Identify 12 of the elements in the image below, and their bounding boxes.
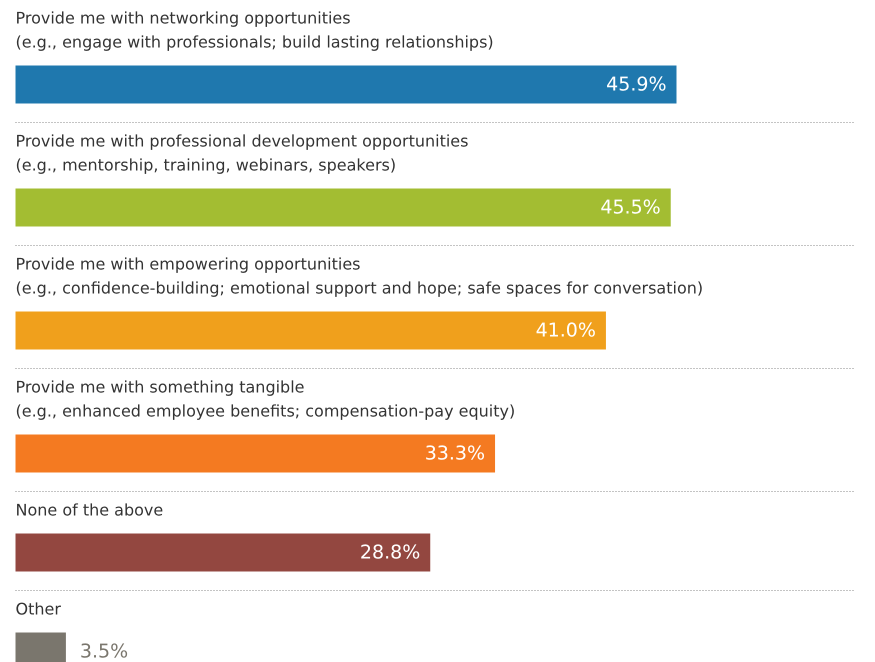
y-tick-label: Provide me with networking opportunities (e.g., engage with professionals; build lasting relationships) bbox=[16, 8, 494, 52]
y-tick-label: Provide me with something tangible (e.g., enhanced employee benefits; compensation-pay equity) bbox=[16, 378, 516, 420]
y-tick-label: Provide me with empowering opportunities (e.g., confidence-building; emotional support and hope; safe spaces for conversation) bbox=[16, 254, 704, 298]
data-label: 33.3% bbox=[424, 442, 486, 464]
data-label: 45.5% bbox=[600, 196, 661, 218]
y-tick-label: Provide me with professional development opportunities (e.g., mentorship, training, webinars, speakers) bbox=[16, 132, 468, 174]
data-label: 41.0% bbox=[536, 320, 596, 342]
y-tick-label: Other bbox=[16, 600, 62, 618]
y-tick-label: None of the above bbox=[16, 500, 164, 520]
data-label: 28.8% bbox=[360, 542, 420, 564]
data-label: 45.9% bbox=[606, 74, 666, 96]
data-label: 3.5% bbox=[80, 640, 128, 662]
